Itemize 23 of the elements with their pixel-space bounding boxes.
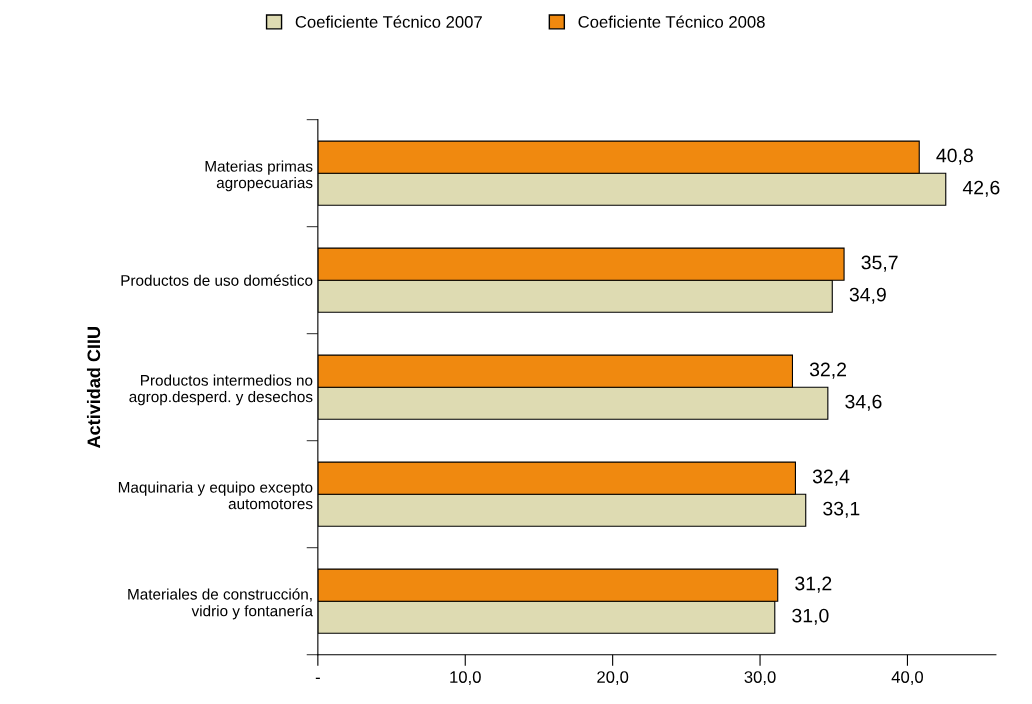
data-label: 31,0 [792, 608, 829, 625]
data-label: 40,8 [936, 148, 973, 165]
x-tick-label: 30,0 [744, 671, 776, 685]
y-tick-label: Materias primas agropecuarias [205, 160, 313, 192]
y-tick-label: Materiales de construcción, vidrio y fontanería [128, 588, 313, 620]
x-tick-label: 20,0 [597, 671, 629, 685]
y-tick-label: Productos intermedios no agrop.desperd. y desechos [129, 374, 313, 406]
y-tick-label: Productos de uso doméstico [121, 274, 313, 286]
data-label: 32,2 [809, 362, 847, 379]
data-label: 35,7 [861, 255, 898, 272]
x-tick-label: - [315, 677, 320, 679]
data-label: 32,4 [812, 469, 850, 486]
data-label: 34,9 [849, 287, 886, 304]
y-tick-label: Maquinaria y equipo excepto automotores [118, 481, 313, 510]
data-label: 31,2 [795, 576, 832, 593]
data-label: 34,6 [845, 394, 882, 411]
data-label: 42,6 [962, 180, 1000, 197]
y-axis-title: Actividad CIIU [86, 327, 101, 448]
x-tick-label: 10,0 [450, 671, 481, 685]
legend-label: Coeficiente Técnico 2007 [295, 15, 482, 28]
data-label: 33,1 [823, 501, 860, 518]
legend-label: Coeficiente Técnico 2008 [578, 15, 765, 28]
x-tick-label: 40,0 [891, 671, 924, 685]
